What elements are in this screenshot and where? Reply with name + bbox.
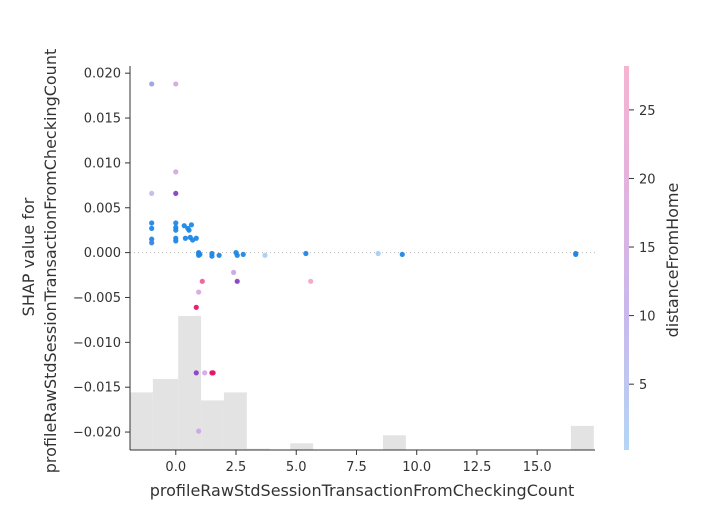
scatter-point [210,370,216,376]
y-axis-title-line-1-text: SHAP value for [19,197,38,316]
histogram-bar [570,425,594,450]
colorbar-tick-label: 20 [639,172,656,187]
scatter-point [234,278,240,284]
x-tick-label: 15.0 [523,460,552,475]
y-tick-label: −0.015 [73,381,121,396]
scatter-point [573,251,579,258]
x-tick-label: 2.5 [226,460,247,475]
scatter-point [209,253,215,259]
histogram-bar [201,400,224,450]
scatter-point [262,252,268,258]
scatter-point [173,169,179,175]
y-tick-label: −0.010 [73,336,121,351]
colorbar-ticks: 5 10 15 20 25 [629,104,656,393]
scatter-point [231,269,237,275]
x-axis-ticks: 0.0 2.5 5.0 7.5 10.0 12.5 15.0 [165,450,552,475]
scatter-point [240,251,246,258]
y-tick-label: 0.020 [84,67,121,82]
scatter-point [149,190,155,197]
colorbar-tick-label: 25 [639,104,656,119]
y-tick-label: 0.015 [84,112,121,127]
scatter-point [149,220,155,226]
scatter-point [193,235,199,241]
x-axis-title: profileRawStdSessionTransactionFromCheck… [150,481,574,500]
x-tick-label: 0.0 [165,460,186,475]
histogram-bar [152,378,179,450]
scatter-point [303,250,309,257]
scatter-point [196,428,202,434]
colorbar-tick-label: 10 [639,310,656,325]
x-tick-label: 10.0 [402,460,431,475]
y-tick-label: 0.010 [84,156,121,171]
x-tick-label: 12.5 [462,460,491,475]
histogram-bar [246,448,270,450]
scatter-point [193,304,199,310]
scatter-point [216,252,222,258]
scatter-point [196,289,202,295]
scatter-point [197,251,203,258]
scatter-point [173,81,179,87]
scatter-point [234,252,240,258]
scatter-point [193,370,199,376]
scatter-point [149,236,155,242]
y-tick-label: 0.000 [84,246,121,261]
scatter-point [173,227,179,233]
histogram-bar [130,392,153,450]
scatter-point [173,190,179,197]
histogram-bar [290,443,314,450]
scatter-point [399,251,405,258]
scatter-point [186,227,192,233]
scatter-point [181,223,187,229]
scatter-point [199,278,205,284]
scatter-point [182,235,189,241]
scatter-point [375,250,381,257]
histogram-bar [178,316,202,450]
y-axis-ticks: 0.020 0.015 0.010 0.005 0.000 −0.005 −0.010 −0.… [73,67,130,441]
scatter-point [149,225,155,231]
histogram-bar [382,435,406,450]
scatter-point [308,278,314,284]
scatter-point [149,81,155,87]
x-tick-label: 5.0 [286,460,307,475]
x-tick-label: 7.5 [346,460,367,475]
scatter-point [188,222,195,228]
scatter-point [173,220,179,226]
colorbar [624,66,629,450]
y-axis-title-line-2-text: profileRawStdSessionTransactionFromCheck… [41,49,60,473]
colorbar-tick-label: 15 [639,241,656,256]
scatter-points [149,81,579,434]
histogram-bar [223,392,247,450]
y-tick-label: −0.005 [73,291,121,306]
feature-histogram [130,316,594,450]
scatter-point [202,370,208,376]
y-tick-label: 0.005 [84,201,121,216]
scatter-point [173,238,179,244]
colorbar-tick-label: 5 [639,378,647,393]
y-tick-label: −0.020 [73,426,121,441]
scatter-point [149,240,155,246]
colorbar-title: distanceFromHome [663,183,682,338]
